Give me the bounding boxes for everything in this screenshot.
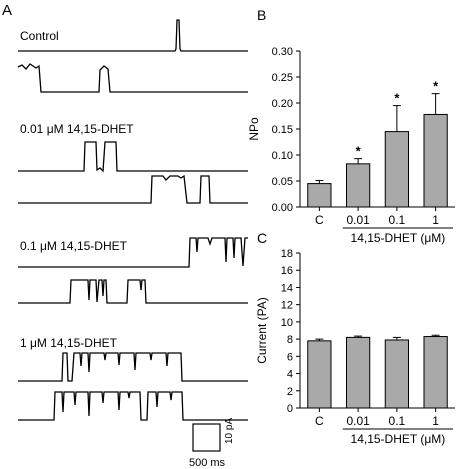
chart-c-bar bbox=[384, 339, 409, 409]
trace-control-1 bbox=[18, 19, 248, 52]
chart-b-significance-mark: * bbox=[433, 79, 439, 94]
chart-b-y-tick-label: 0.30 bbox=[272, 46, 293, 58]
chart-c-x-axis-label: 14,15-DHET (μM) bbox=[351, 432, 446, 446]
chart-c-y-tick-label: 6 bbox=[287, 351, 293, 363]
chart-b-significance-mark: * bbox=[356, 144, 362, 159]
chart-c-y-tick-label: 16 bbox=[281, 265, 293, 277]
trace-0-01-2 bbox=[18, 174, 248, 204]
chart-c-current: 0 2 4 6 8 10 12 14 16 18 Current (PA) C 0.01 0.1 1 14,1… bbox=[255, 248, 455, 446]
chart-b-x-tick-label: 0.01 bbox=[346, 213, 370, 227]
scale-bar-duration-label: 500 ms bbox=[189, 457, 226, 469]
panel-c-label: C bbox=[257, 230, 267, 246]
chart-b-x-axis-label: 14,15-DHET (μM) bbox=[351, 231, 446, 245]
chart-c-y-tick-label: 12 bbox=[281, 300, 293, 312]
chart-b-bar bbox=[307, 183, 332, 208]
chart-c-y-tick-label: 4 bbox=[287, 369, 293, 381]
chart-b-y-tick-label: 0.10 bbox=[272, 150, 293, 162]
chart-c-y-tick-label: 0 bbox=[287, 403, 293, 415]
chart-b-y-axis-label: NPo bbox=[247, 117, 261, 141]
trace-label-0-01: 0.01 μM 14,15-DHET bbox=[20, 122, 134, 136]
chart-b-y-tick-label: 0.00 bbox=[272, 202, 293, 214]
scale-bar-box bbox=[192, 423, 221, 452]
chart-c-x-tick-label: 1 bbox=[432, 414, 439, 428]
chart-c-bar bbox=[346, 336, 371, 409]
chart-c-bar bbox=[307, 340, 332, 409]
chart-c-y-tick-label: 8 bbox=[287, 334, 293, 346]
trace-control-2 bbox=[17, 63, 248, 93]
trace-0-1-2 bbox=[18, 279, 248, 304]
chart-b-bar bbox=[384, 131, 409, 208]
panel-a-label: A bbox=[2, 2, 12, 19]
chart-b-bar bbox=[346, 163, 371, 208]
chart-b-y-tick-label: 0.20 bbox=[272, 98, 293, 110]
chart-b-y-tick-label: 0.25 bbox=[272, 72, 293, 84]
chart-c-y-axis-label: Current (PA) bbox=[255, 297, 269, 363]
chart-b-y-tick-label: 0.15 bbox=[272, 124, 293, 136]
chart-c-x-tick-label: 0.1 bbox=[389, 414, 406, 428]
chart-b-x-tick-label: 0.1 bbox=[389, 213, 406, 227]
chart-c-y-tick-label: 14 bbox=[281, 282, 293, 294]
chart-b-bar bbox=[423, 113, 448, 208]
chart-c-x-tick-label: C bbox=[315, 414, 324, 428]
trace-0-01-1 bbox=[18, 141, 248, 173]
trace-label-1: 1 μM 14,15-DHET bbox=[20, 336, 118, 350]
chart-c-y-tick-label: 2 bbox=[287, 386, 293, 398]
trace-1-2 bbox=[18, 391, 248, 421]
chart-c-bar bbox=[423, 336, 448, 409]
panel-b-label: B bbox=[257, 7, 266, 23]
chart-b-x-tick-label: 1 bbox=[432, 213, 439, 227]
chart-c-x-tick-label: 0.01 bbox=[346, 414, 370, 428]
trace-label-0-1: 0.1 μM 14,15-DHET bbox=[20, 239, 128, 253]
chart-b-significance-mark: * bbox=[394, 91, 400, 106]
chart-b-x-tick-label: C bbox=[315, 213, 324, 227]
trace-1-1 bbox=[18, 352, 248, 382]
trace-label-control: Control bbox=[20, 29, 59, 43]
chart-b-y-tick-label: 0.05 bbox=[272, 176, 293, 188]
chart-c-y-tick-label: 18 bbox=[281, 248, 293, 260]
scale-bar-amplitude-label: 10 pA bbox=[224, 418, 235, 444]
chart-c-y-tick-label: 10 bbox=[281, 317, 293, 329]
trace-0-1-1 bbox=[18, 237, 248, 268]
chart-b-npo: 0.00 0.05 0.10 0.15 0.20 0.25 0.30 NPo C * 0.01 * 0.… bbox=[247, 46, 455, 245]
